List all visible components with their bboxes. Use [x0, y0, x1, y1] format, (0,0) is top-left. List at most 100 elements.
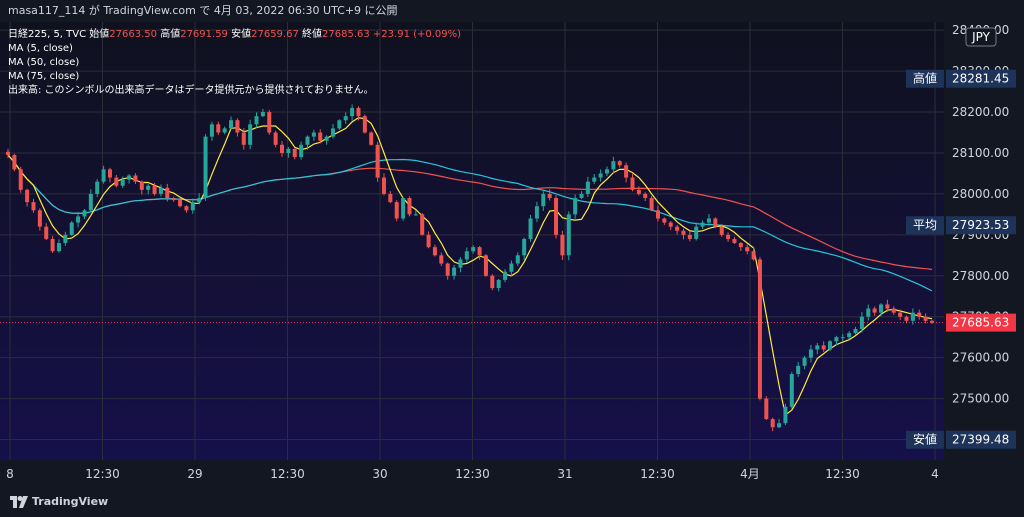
candle-body	[280, 144, 285, 153]
candle-body	[477, 247, 482, 256]
candle-body	[426, 234, 431, 248]
candle-body	[904, 316, 909, 321]
x-tick-label: 4	[931, 467, 939, 481]
candle-body	[579, 193, 584, 199]
candle-body	[853, 329, 858, 334]
candle-body	[6, 151, 10, 156]
avg-tag-label-bg	[906, 216, 944, 235]
candle-body	[311, 132, 316, 137]
candle-body	[643, 193, 648, 199]
avg-tag-value-bg	[946, 216, 1016, 235]
candle-body	[273, 132, 278, 145]
high-tag-label: 高値	[913, 71, 937, 86]
x-tick-label: 8	[6, 467, 14, 481]
currency-label: JPY	[971, 30, 991, 44]
candle-body	[286, 148, 291, 153]
ma50-legend[interactable]: MA (50, close)	[8, 57, 80, 68]
high-label: 高値	[160, 29, 181, 40]
candle-body	[31, 202, 36, 211]
candle-body	[127, 175, 132, 180]
candle-body	[362, 116, 367, 133]
x-tick-label: 12:30	[455, 467, 490, 481]
low-tag-value: 27399.48	[952, 433, 1009, 447]
candle-body	[101, 169, 106, 182]
tradingview-brand[interactable]: TradingView	[32, 495, 109, 508]
candle-body	[547, 193, 552, 199]
candle-body	[18, 169, 23, 190]
candle-body	[445, 263, 450, 276]
candle-body	[630, 177, 635, 190]
candle-body	[726, 234, 731, 239]
change-value: +23.91 (+0.09%)	[372, 29, 462, 40]
candle-body	[745, 247, 750, 252]
candle-body	[37, 210, 42, 227]
currency-badge[interactable]: JPY	[965, 27, 997, 47]
candle-body	[879, 304, 884, 313]
candle-body	[120, 179, 125, 186]
ma50-line	[7, 154, 933, 292]
candle-body	[655, 210, 660, 219]
avg-tag-label: 平均	[913, 218, 937, 232]
candle-body	[209, 124, 214, 137]
last-price-tag-value: 27685.63	[952, 316, 1009, 330]
candle-body	[847, 333, 852, 338]
candle-body	[687, 234, 692, 239]
candle-body	[808, 349, 813, 358]
candle-body	[828, 341, 833, 350]
candle-body	[337, 120, 342, 129]
candle-body	[190, 202, 195, 211]
candle-body	[515, 255, 520, 264]
candle-body	[930, 320, 934, 323]
candle-body	[541, 193, 546, 207]
candle-body	[700, 222, 705, 227]
candle-body	[815, 345, 820, 350]
grid	[0, 22, 944, 460]
candle-body	[50, 238, 55, 252]
candle-body	[216, 124, 221, 133]
candle-body	[764, 398, 769, 420]
candle-body	[95, 181, 100, 194]
candle-body	[821, 345, 826, 350]
tradingview-logo-icon[interactable]	[10, 496, 28, 508]
x-tick-label: 12:30	[85, 467, 120, 481]
candle-body	[566, 214, 571, 256]
candle-body	[732, 238, 737, 244]
high-tag-value: 28281.45	[952, 72, 1009, 86]
candle-body	[789, 374, 794, 407]
publish-header: masa117_114 が TradingView.com で 4月 03, 2…	[0, 0, 1024, 22]
time-scale-background	[0, 460, 1024, 487]
candle-body	[350, 107, 355, 117]
candle-body	[254, 116, 259, 125]
candle-body	[235, 120, 240, 133]
candle-body	[872, 308, 877, 313]
candle-body	[222, 128, 227, 133]
candle-body	[203, 136, 208, 199]
ma5-legend[interactable]: MA (5, close)	[8, 43, 73, 54]
candle-body	[82, 210, 87, 217]
candle-body	[898, 312, 903, 317]
candle-body	[681, 230, 686, 235]
candle-body	[840, 337, 845, 339]
time-scale[interactable]: 8 12:30 29 12:30 30 12:30 31 12:30 4月 12:30 4	[6, 467, 939, 481]
candle-body	[375, 144, 380, 178]
x-tick-label: 12:30	[270, 467, 305, 481]
x-tick-label: 12:30	[825, 467, 860, 481]
candle-body	[528, 218, 533, 239]
symbol-label[interactable]: 日経225, 5, TVC	[8, 29, 87, 40]
y-tick-label: 27800.00	[952, 269, 1009, 283]
candle-body	[184, 206, 189, 211]
candle-body	[356, 107, 361, 117]
candle-body	[777, 423, 782, 428]
ohlc-legend-row[interactable]: 日経225, 5, TVC 始値27663.50 高値27691.59 安値27…	[8, 28, 461, 42]
candle-body	[617, 161, 622, 166]
high-value: 27691.59	[180, 29, 228, 40]
low-label: 安値	[231, 29, 252, 40]
open-value: 27663.50	[109, 29, 158, 40]
candle-body	[605, 169, 610, 174]
ma75-legend[interactable]: MA (75, close)	[8, 71, 80, 82]
candle-body	[107, 169, 112, 178]
x-tick-label: 30	[372, 467, 387, 481]
candle-body	[534, 206, 539, 219]
